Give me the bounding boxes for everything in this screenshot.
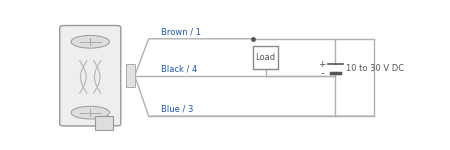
- Text: Black / 4: Black / 4: [161, 64, 197, 74]
- Text: -: -: [320, 68, 324, 78]
- Text: Load: Load: [256, 53, 275, 62]
- Bar: [126, 64, 135, 87]
- Bar: [253, 46, 278, 69]
- Circle shape: [71, 35, 109, 48]
- Bar: [95, 116, 113, 130]
- Text: Blue / 3: Blue / 3: [161, 105, 193, 114]
- Text: Brown / 1: Brown / 1: [161, 27, 201, 36]
- Text: +: +: [318, 60, 326, 69]
- FancyBboxPatch shape: [60, 26, 121, 126]
- Text: 10 to 30 V DC: 10 to 30 V DC: [346, 64, 405, 73]
- Circle shape: [71, 106, 109, 119]
